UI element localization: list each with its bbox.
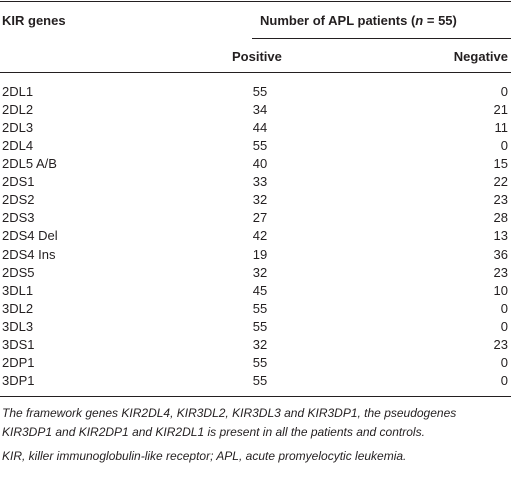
gene-cell: 2DL4 xyxy=(2,138,34,154)
positive-cell: 55 xyxy=(252,354,268,370)
negative-cell: 23 xyxy=(493,192,508,208)
positive-cell: 42 xyxy=(252,228,268,244)
header-negative: Negative xyxy=(453,49,508,64)
gene-cell: 2DS3 xyxy=(2,210,35,226)
negative-cell: 22 xyxy=(493,174,508,190)
header-group-n: n xyxy=(415,13,424,28)
negative-cell: 0 xyxy=(500,372,508,388)
header-rule xyxy=(0,72,511,73)
negative-cell: 28 xyxy=(493,210,508,226)
negative-cell: 36 xyxy=(493,246,508,262)
positive-cell: 55 xyxy=(252,300,268,316)
gene-cell: 3DS1 xyxy=(2,336,35,352)
header-group: Number of APL patients (n = 55) xyxy=(260,13,457,29)
top-rule xyxy=(0,1,511,2)
positive-cell: 44 xyxy=(252,120,268,136)
negative-cell: 0 xyxy=(500,138,508,154)
gene-cell: 2DL5 A/B xyxy=(2,156,57,172)
footnote: KIR, killer immunoglobulin-like receptor… xyxy=(2,449,407,463)
bottom-rule xyxy=(0,396,511,397)
header-gene: KIR genes xyxy=(2,13,66,28)
negative-cell: 15 xyxy=(493,156,508,172)
positive-cell: 19 xyxy=(252,246,268,262)
positive-cell: 32 xyxy=(252,336,268,352)
negative-cell: 0 xyxy=(500,318,508,334)
gene-cell: 3DL1 xyxy=(2,282,34,298)
positive-cell: 27 xyxy=(252,210,268,226)
gene-cell: 2DP1 xyxy=(2,354,35,370)
positive-cell: 55 xyxy=(252,318,268,334)
negative-cell: 23 xyxy=(493,336,508,352)
header-positive: Positive xyxy=(232,49,282,64)
negative-cell: 0 xyxy=(500,84,508,99)
positive-cell: 45 xyxy=(252,282,268,298)
positive-cell: 55 xyxy=(252,372,268,388)
negative-cell: 0 xyxy=(500,354,508,370)
gene-cell: 3DP1 xyxy=(2,372,35,388)
positive-cell: 55 xyxy=(252,84,268,99)
negative-cell: 13 xyxy=(493,228,508,244)
positive-cell: 32 xyxy=(252,192,268,208)
gene-cell: 3DL2 xyxy=(2,300,34,316)
header-group-text: = 55) xyxy=(423,13,457,28)
negative-cell: 10 xyxy=(493,282,508,298)
header-group-text: Number of APL patients ( xyxy=(260,13,416,28)
negative-cell: 11 xyxy=(494,120,509,136)
positive-cell: 40 xyxy=(252,156,268,172)
gene-cell: 2DS1 xyxy=(2,174,35,190)
gene-cell: 2DL2 xyxy=(2,102,34,118)
footnote: The framework genes KIR2DL4, KIR3DL2, KI… xyxy=(2,406,457,439)
gene-cell: 2DL3 xyxy=(2,120,34,136)
gene-cell: 2DS5 xyxy=(2,264,35,280)
positive-cell: 32 xyxy=(252,264,268,280)
positive-cell: 33 xyxy=(252,174,268,190)
negative-cell: 23 xyxy=(493,264,508,280)
gene-cell: 2DS2 xyxy=(2,192,35,208)
positive-cell: 55 xyxy=(252,138,268,154)
gene-cell: 2DS4 Ins xyxy=(2,246,56,262)
group-rule xyxy=(252,38,511,39)
negative-cell: 21 xyxy=(493,102,508,118)
gene-cell: 3DL3 xyxy=(2,318,34,334)
negative-cell: 0 xyxy=(500,300,508,316)
positive-cell: 34 xyxy=(252,102,268,118)
gene-cell: 2DS4 Del xyxy=(2,228,58,244)
gene-cell: 2DL1 xyxy=(2,84,34,99)
